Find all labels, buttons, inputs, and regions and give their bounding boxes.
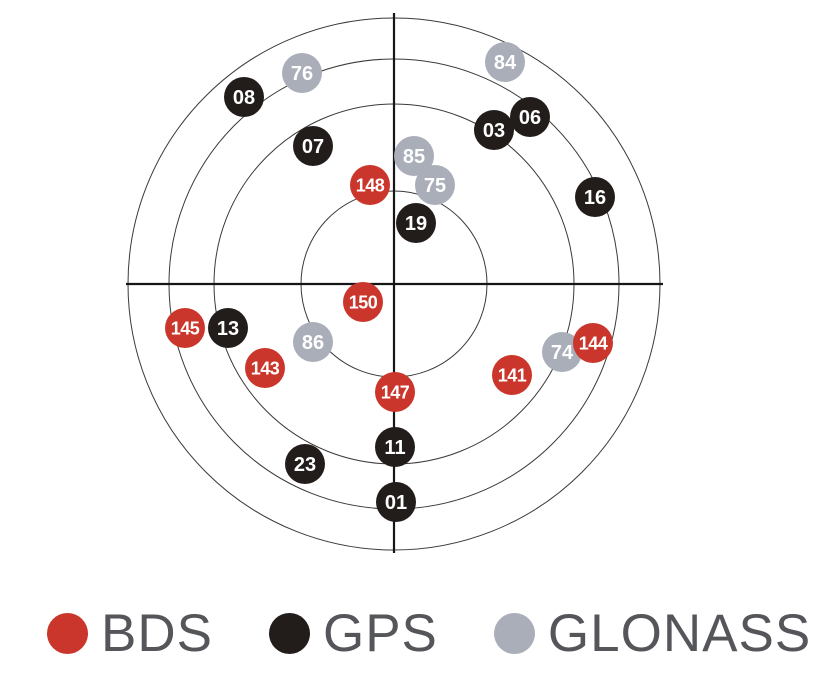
satellite-id-label: 07 <box>302 136 324 158</box>
satellite-id-label: 13 <box>217 318 239 340</box>
satellite-id-label: 11 <box>384 437 405 459</box>
satellite-circle <box>343 282 383 322</box>
satellite-circle <box>293 126 333 166</box>
satellite-id-label: 144 <box>579 333 608 353</box>
legend-label-glonass: GLONASS <box>547 603 812 663</box>
satellite-dot-148: 148 <box>350 165 390 205</box>
legend-item-glonass: GLONASS <box>493 603 812 663</box>
satellite-id-label: 85 <box>403 146 425 168</box>
satellite-dot-08: 08 <box>224 77 264 117</box>
satellite-circle <box>492 355 532 395</box>
legend-item-gps: GPS <box>268 603 438 663</box>
satellite-circle <box>575 177 615 217</box>
satellite-dot-13: 13 <box>208 308 248 348</box>
satellite-id-label: 06 <box>519 107 541 129</box>
satellite-dot-141: 141 <box>492 355 532 395</box>
satellite-circle <box>376 482 416 522</box>
glonass-dot-icon <box>493 612 535 654</box>
satellite-id-label: 143 <box>251 358 280 378</box>
satellite-id-label: 84 <box>494 52 517 74</box>
satellite-id-label: 148 <box>356 175 385 195</box>
satellite-circle <box>224 77 264 117</box>
satellite-circle <box>165 308 205 348</box>
satellite-dot-23: 23 <box>285 444 325 484</box>
satellite-dot-145: 145 <box>165 308 205 348</box>
satellite-id-label: 19 <box>405 213 427 235</box>
satellite-circle <box>510 97 550 137</box>
satellite-dot-84: 84 <box>485 42 525 82</box>
satellite-id-label: 01 <box>385 492 407 514</box>
satellite-circle <box>474 110 514 150</box>
legend: BDS GPS GLONASS <box>47 600 811 666</box>
satellite-dot-06: 06 <box>510 97 550 137</box>
satellite-id-label: 145 <box>171 318 200 338</box>
satellite-id-label: 141 <box>498 365 527 385</box>
satellite-circle <box>542 332 582 372</box>
satellite-dot-86: 86 <box>293 322 333 362</box>
skyplot-chart: 76 08 84 06 03 07 85 75 148 16 19 150 145 13 86 143 147 1… <box>126 13 663 553</box>
satellite-id-label: 76 <box>291 63 313 85</box>
satellite-dot-19: 19 <box>396 203 436 243</box>
satellite-dot-07: 07 <box>293 126 333 166</box>
satellite-circle <box>375 427 415 467</box>
satellite-id-label: 16 <box>584 187 606 209</box>
satellite-circle <box>282 53 322 93</box>
satellite-id-label: 150 <box>349 292 378 312</box>
satellite-dot-85: 85 <box>394 136 434 176</box>
satellite-dot-01: 01 <box>376 482 416 522</box>
satellite-circle <box>245 348 285 388</box>
satellite-id-label: 08 <box>233 87 255 109</box>
satellite-circle <box>396 203 436 243</box>
satellite-circle <box>285 444 325 484</box>
satellite-circle <box>208 308 248 348</box>
satellite-dot-144: 144 <box>573 323 613 363</box>
satellite-circle <box>415 165 455 205</box>
satellite-dot-74: 74 <box>542 332 582 372</box>
bds-dot-icon <box>47 612 88 654</box>
satellite-dot-75: 75 <box>415 165 455 205</box>
satellite-id-label: 147 <box>381 382 410 402</box>
satellite-dot-03: 03 <box>474 110 514 150</box>
satellite-dot-76: 76 <box>282 53 322 93</box>
satellite-dot-11: 11 <box>375 427 415 467</box>
satellite-circle <box>375 372 415 412</box>
legend-label-gps: GPS <box>322 603 438 663</box>
legend-item-bds: BDS <box>47 607 213 660</box>
satellite-id-label: 03 <box>483 120 505 142</box>
satellite-id-label: 86 <box>302 332 324 354</box>
satellite-dot-150: 150 <box>343 282 383 322</box>
satellite-dot-16: 16 <box>575 177 615 217</box>
satellite-circle <box>573 323 613 363</box>
satellite-circle <box>485 42 525 82</box>
satellite-id-label: 75 <box>424 175 446 197</box>
satellite-dot-147: 147 <box>375 372 415 412</box>
satellite-id-label: 74 <box>551 342 574 364</box>
gps-dot-icon <box>268 612 310 654</box>
satellite-dot-143: 143 <box>245 348 285 388</box>
satellite-id-label: 23 <box>294 454 316 476</box>
satellite-circle <box>394 136 434 176</box>
satellite-circle <box>350 165 390 205</box>
legend-label-bds: BDS <box>101 603 213 663</box>
satellite-circle <box>293 322 333 362</box>
